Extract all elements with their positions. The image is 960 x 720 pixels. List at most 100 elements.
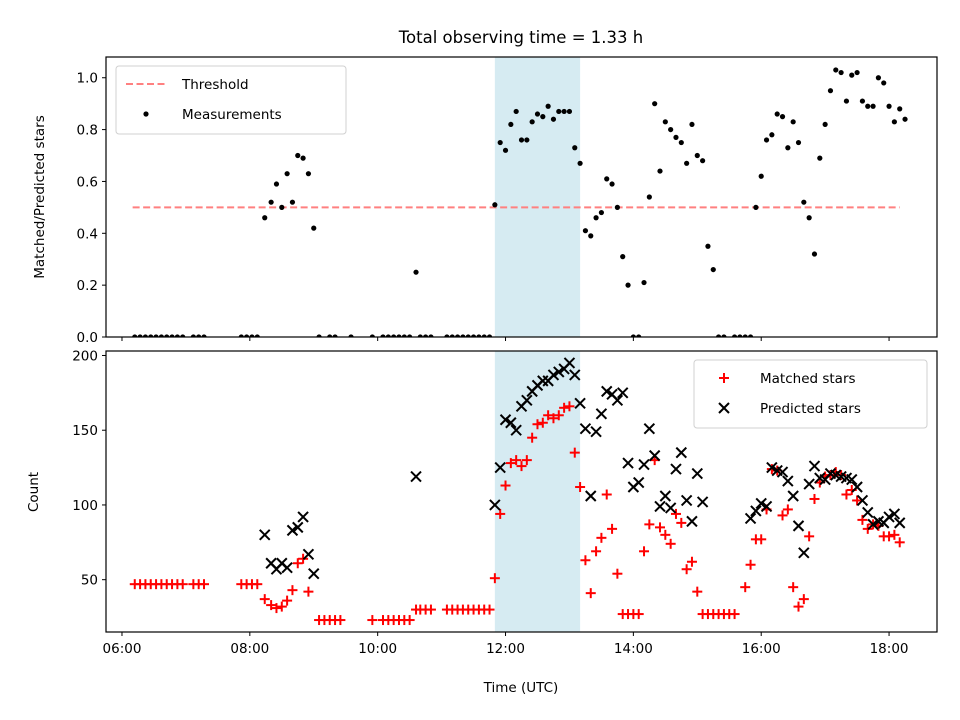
measurement-point: [646, 194, 652, 200]
measurement-point: [311, 225, 317, 231]
y-tick-label: 0.2: [77, 278, 98, 294]
matched-star-point: [612, 568, 623, 579]
matched-star-point: [569, 447, 580, 458]
measurement-point: [822, 121, 828, 128]
legend-label: Threshold: [181, 77, 249, 93]
predicted-star-point: [792, 520, 805, 532]
measurement-point: [662, 119, 668, 125]
measurement-point: [785, 145, 791, 151]
measurement-point: [657, 168, 663, 174]
matched-star-point: [665, 538, 676, 549]
predicted-star-point: [659, 490, 672, 502]
measurement-point: [715, 334, 722, 337]
plot-area: [129, 357, 906, 626]
matched-star-point: [841, 489, 852, 500]
measurement-point: [545, 103, 551, 109]
measurement-point: [753, 204, 759, 210]
measurement-point: [369, 334, 375, 337]
predicted-star-point: [691, 467, 703, 480]
measurement-point: [891, 119, 897, 125]
predicted-star-point: [286, 524, 299, 537]
y-tick-label: 100: [72, 498, 98, 514]
measurement-point: [444, 334, 450, 337]
measurement-point: [694, 152, 700, 159]
measurement-point: [769, 132, 775, 138]
predicted-star-point: [510, 424, 522, 436]
matched-star-point: [655, 522, 665, 533]
matched-star-point: [788, 582, 799, 593]
legend-box: [115, 65, 347, 135]
measurement-point: [153, 334, 159, 337]
y-axis-label-top: Matched/Predicted stars: [32, 115, 48, 278]
matched-star-point: [798, 594, 809, 605]
measurement-point: [838, 69, 844, 76]
predicted-star-point: [579, 423, 592, 435]
measurement-point: [470, 334, 477, 337]
measurement-point: [284, 171, 290, 177]
measurement-point: [572, 145, 578, 151]
axes-frame: [105, 56, 938, 338]
predicted-star-point: [601, 385, 613, 398]
predicted-star-point: [883, 511, 895, 523]
predicted-star-point: [643, 423, 656, 435]
predicted-star-point: [654, 500, 666, 513]
measurement-point: [300, 155, 306, 161]
measurement-point: [327, 334, 333, 337]
predicted-star-point: [622, 457, 634, 469]
predicted-star-point: [259, 529, 271, 541]
measurement-point: [262, 215, 268, 221]
matched-star-point: [729, 609, 740, 620]
measurement-point: [316, 334, 322, 337]
predicted-star-point: [505, 417, 517, 429]
y-tick-label: 1.0: [77, 71, 98, 87]
matched-star-point: [425, 604, 436, 615]
x-tick-label: 12:00: [486, 641, 525, 657]
predicted-star-point: [846, 473, 858, 486]
predicted-star-point: [611, 394, 624, 407]
measurement-point: [875, 75, 882, 81]
legend-label: Predicted stars: [760, 401, 861, 417]
matched-star-point: [564, 401, 575, 412]
measurement-point: [684, 160, 690, 166]
predicted-star-point: [410, 470, 422, 483]
measurement-point: [652, 101, 658, 107]
predicted-star-point: [696, 496, 709, 508]
measurement-point: [534, 111, 541, 117]
matched-star-point: [633, 609, 644, 620]
measurement-point: [625, 282, 631, 288]
matched-star-point: [484, 604, 495, 615]
measurement-point: [742, 334, 748, 337]
measurement-point: [865, 103, 871, 109]
measurement-point: [486, 334, 493, 337]
measurement-point: [609, 181, 615, 187]
matched-star-point: [252, 579, 263, 590]
measurement-point: [588, 233, 594, 239]
predicted-star-point: [308, 568, 320, 580]
matched-star-point: [793, 601, 804, 612]
matched-star-point: [177, 579, 188, 590]
predicted-star-point: [787, 490, 799, 502]
measurement-point: [497, 139, 503, 146]
matched-star-point: [404, 615, 415, 626]
predicted-star-point: [851, 481, 863, 493]
matched-star-point: [521, 455, 532, 466]
matched-star-point: [505, 458, 516, 469]
measurement-point: [391, 334, 397, 337]
matched-star-point: [548, 413, 559, 424]
predicted-star-point: [808, 460, 821, 472]
measurement-point: [180, 334, 186, 337]
measurement-point: [476, 334, 482, 337]
y-tick-label: 0.6: [77, 174, 98, 190]
measurement-point: [295, 152, 301, 159]
y-tick-label: 0.8: [77, 123, 98, 139]
predicted-star-point: [680, 494, 693, 507]
predicted-star-point: [862, 506, 874, 519]
measurement-point: [174, 334, 180, 337]
measurement-point: [630, 334, 636, 337]
top-panel: 0.0 0.2 0.4 0.6 0.8 1.0 Threshold Measurements: [77, 56, 938, 346]
measurement-point: [305, 171, 312, 177]
measurement-point: [169, 334, 175, 337]
predicted-star-point: [686, 515, 698, 528]
x-tick-label: 08:00: [230, 641, 269, 657]
matched-star-point: [580, 555, 591, 566]
